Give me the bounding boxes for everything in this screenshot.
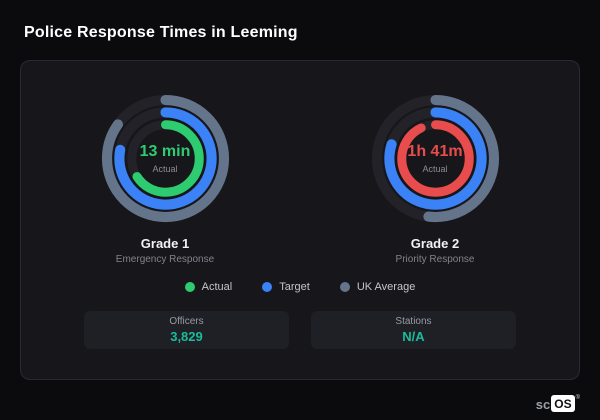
ring-uk-average [101, 94, 229, 223]
gauge-grade-1: 13 min Actual Grade 1 Emergency Response [78, 91, 253, 265]
ring-target [383, 107, 487, 210]
ring-target [113, 107, 217, 210]
stat-label: Officers [169, 316, 204, 327]
gauge-title: Grade 1 [140, 236, 190, 251]
radial-gauge-grade-2: 1h 41m Actual [368, 91, 503, 226]
gauge-title: Grade 2 [410, 236, 460, 251]
legend-label: Target [279, 281, 310, 293]
gauge-grade-2: 1h 41m Actual Grade 2 Priority Response [348, 91, 523, 265]
ring-actual [126, 120, 204, 197]
gauge-svg-grade-2 [371, 94, 499, 223]
gauge-subtitle: Priority Response [395, 254, 475, 265]
legend-label: UK Average [356, 281, 416, 293]
registered-trademark-icon: ® [575, 395, 580, 401]
gauges-row: 13 min Actual Grade 1 Emergency Response [21, 91, 579, 265]
stat-officers: Officers 3,829 [84, 311, 289, 349]
logo-prefix: sc [535, 397, 551, 412]
legend-dot-actual-icon [184, 282, 195, 292]
legend-item-target[interactable]: Target [262, 281, 310, 293]
gauge-subtitle: Emergency Response [115, 254, 215, 265]
response-times-card: 13 min Actual Grade 1 Emergency Response [20, 60, 580, 380]
logo-box: OS [551, 395, 575, 412]
legend-item-uk-average[interactable]: UK Average [339, 281, 416, 293]
gauge-svg-grade-1 [101, 94, 229, 223]
radial-gauge-grade-1: 13 min Actual [98, 91, 233, 226]
stats-row: Officers 3,829 Stations N/A [21, 311, 579, 349]
legend-item-actual[interactable]: Actual [184, 281, 233, 293]
chart-legend: Actual Target UK Average [21, 281, 579, 293]
legend-label: Actual [201, 281, 233, 293]
stat-value: N/A [402, 329, 425, 344]
stat-value: 3,829 [170, 329, 203, 344]
legend-dot-uk-average-icon [339, 282, 350, 292]
ring-uk-average [371, 94, 499, 223]
page-title: Police Response Times in Leeming [24, 24, 298, 41]
stat-stations: Stations N/A [311, 311, 516, 349]
ring-actual [396, 120, 474, 197]
stat-label: Stations [395, 316, 432, 327]
scos-logo: sc OS ® [536, 395, 580, 412]
legend-dot-target-icon [262, 282, 273, 292]
